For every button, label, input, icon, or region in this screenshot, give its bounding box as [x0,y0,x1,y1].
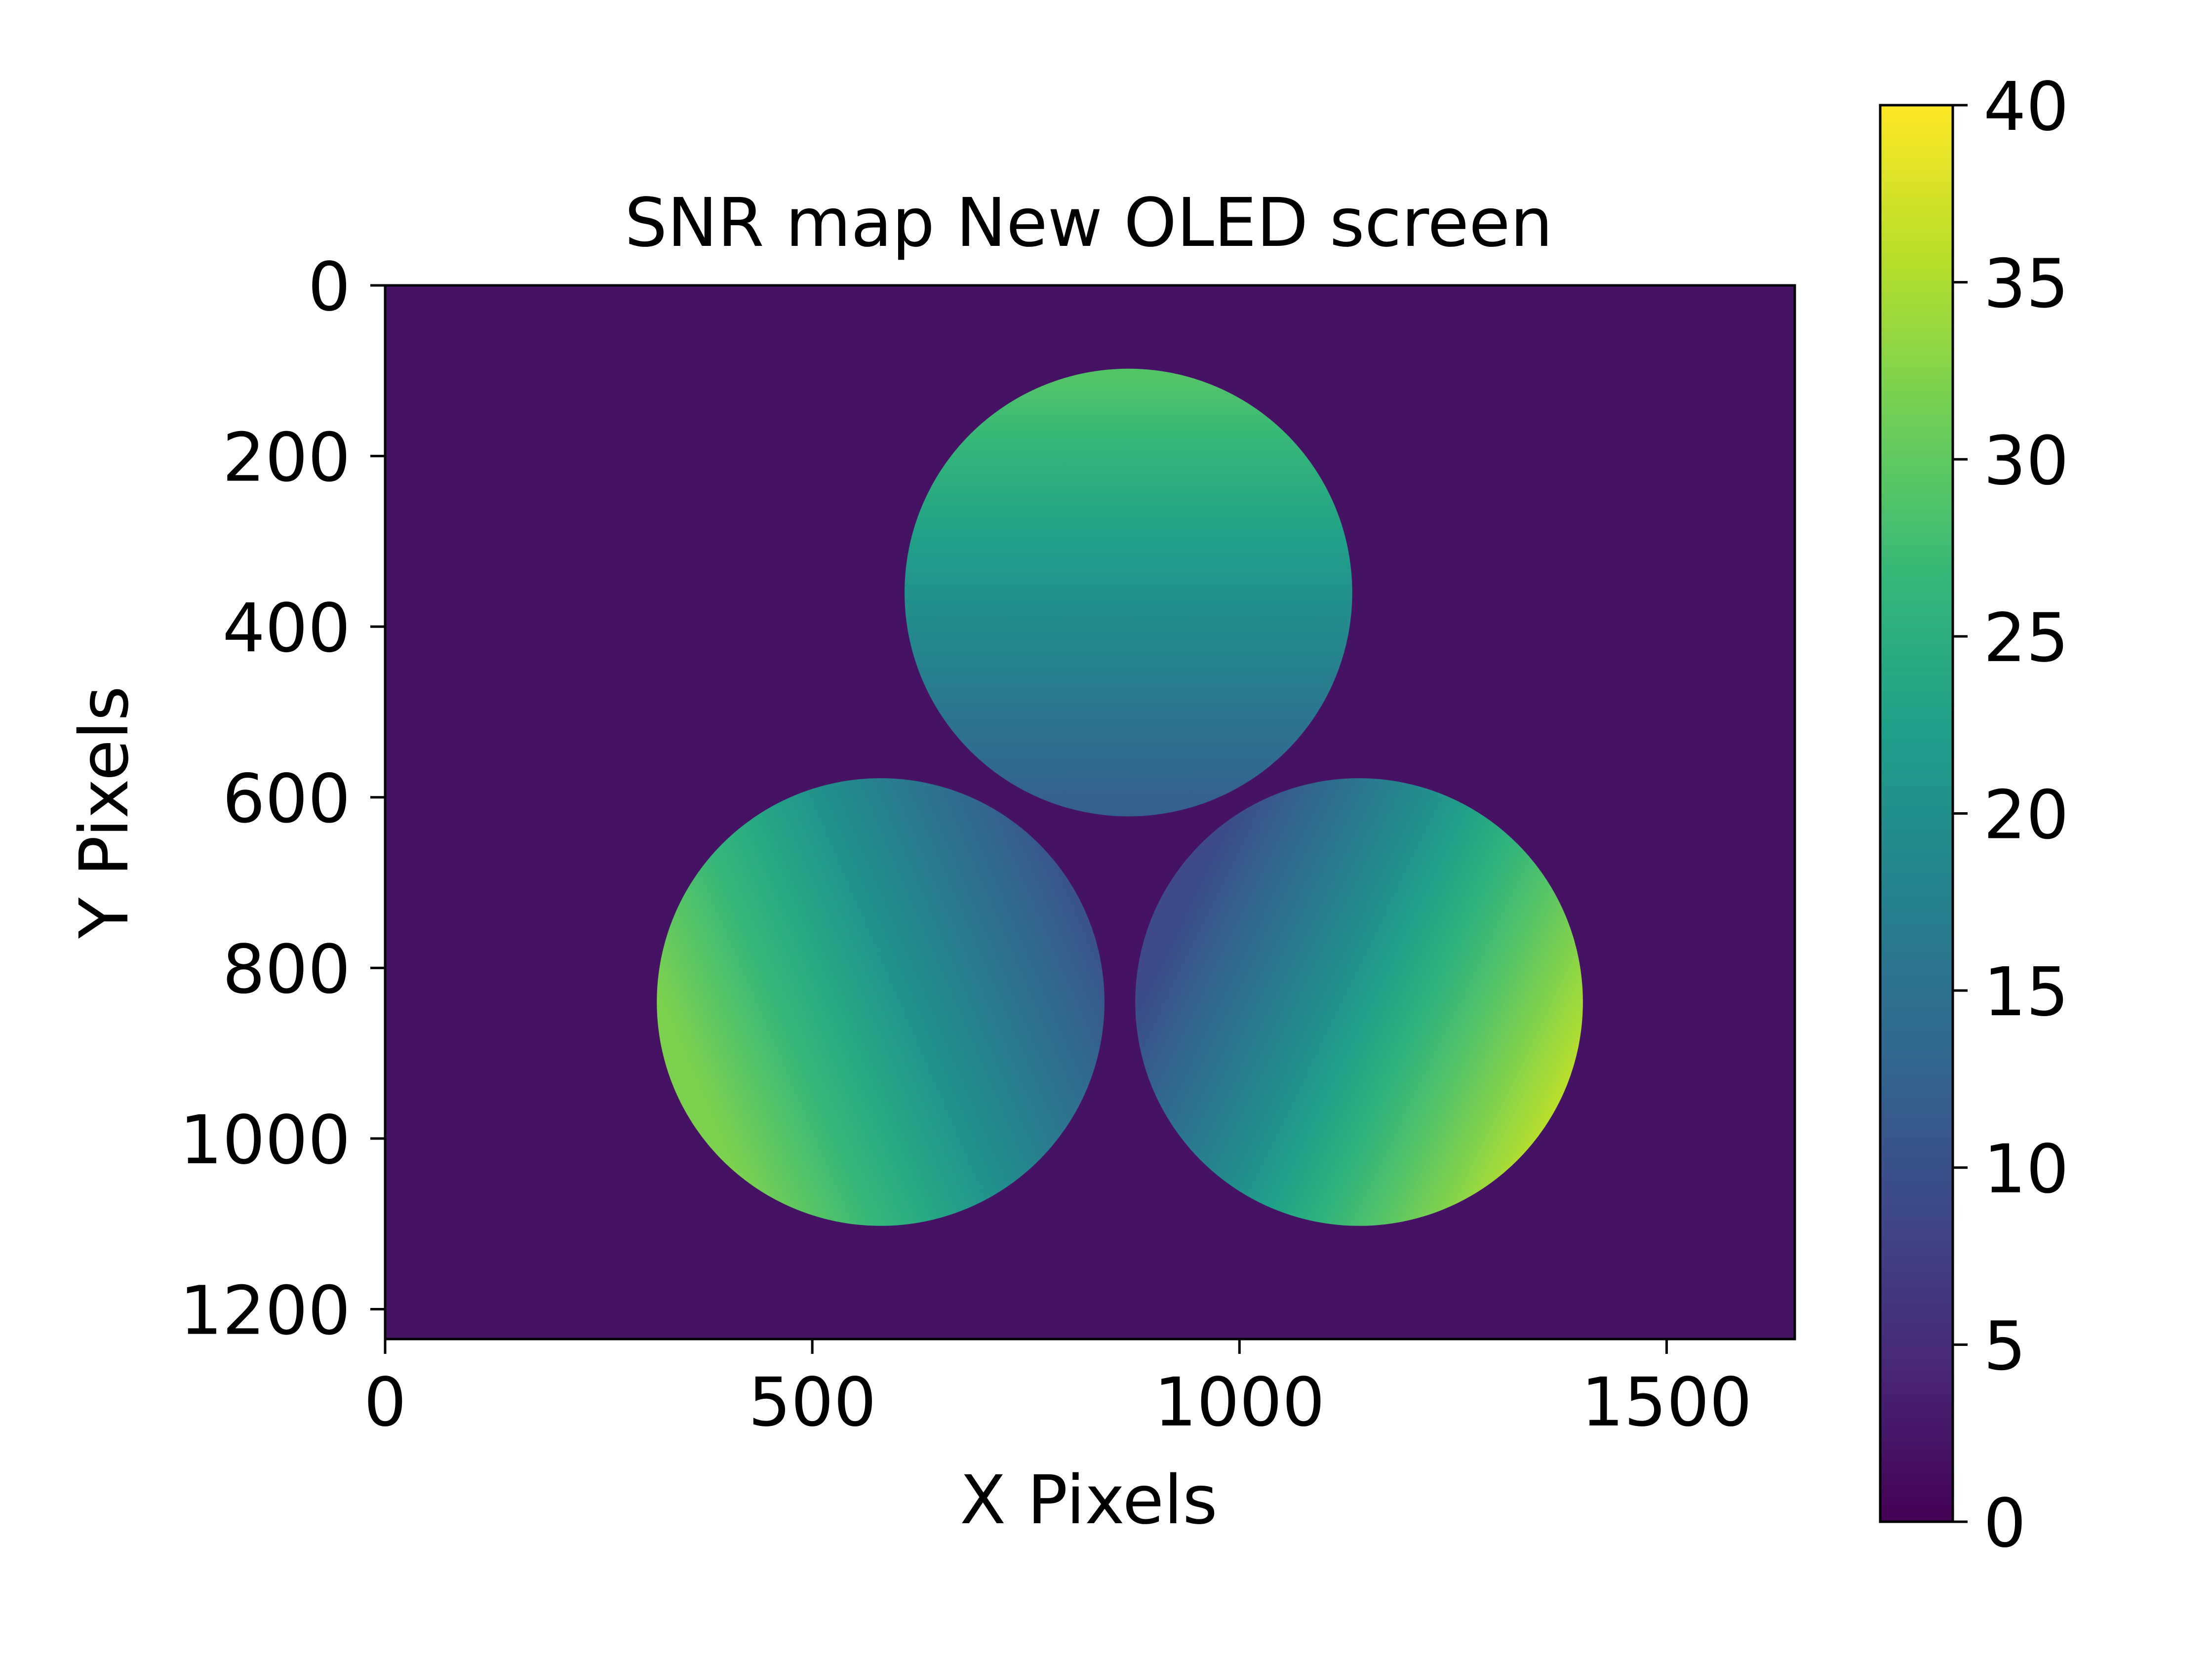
colorbar-tick-label: 10 [1983,1131,2069,1209]
x-tick-label: 1000 [1154,1364,1325,1442]
y-axis: 0 200 400 600 800 1000 1200 [180,248,385,1350]
colorbar-tick-label: 30 [1983,422,2069,500]
y-tick-label: 0 [308,248,351,326]
x-tick-label: 0 [364,1364,407,1442]
colorbar-tick-label: 5 [1983,1307,2026,1385]
y-tick-label: 1000 [180,1102,351,1180]
colorbar-tick-label: 40 [1983,68,2069,146]
bottom-left-circle [657,778,1105,1226]
y-axis-label: Y Pixels [66,686,144,939]
colorbar-tick-label: 35 [1983,245,2069,323]
colorbar-tick-label: 0 [1983,1485,2026,1563]
x-tick-label: 1500 [1581,1364,1752,1442]
y-tick-label: 1200 [180,1272,351,1350]
y-tick-label: 600 [222,760,351,838]
top-circle [905,368,1352,817]
x-tick-label: 500 [748,1364,876,1442]
bottom-right-circle [1135,778,1583,1226]
plot-frame [384,284,1796,1341]
y-tick-label: 800 [222,931,351,1009]
colorbar: 0 5 10 15 20 25 30 35 40 [1879,68,2069,1563]
chart-title: SNR map New OLED screen [625,184,1553,262]
plot-area [384,284,1796,1341]
colorbar-tick-label: 15 [1983,953,2069,1031]
y-tick-label: 200 [222,419,351,497]
colorbar-gradient [1879,104,1954,1523]
x-axis: 0 500 1000 1500 [364,1339,1752,1442]
colorbar-tick-label: 25 [1983,599,2069,677]
colorbar-tick-label: 20 [1983,777,2069,855]
x-axis-label: X Pixels [960,1462,1218,1540]
y-tick-label: 400 [222,590,351,668]
